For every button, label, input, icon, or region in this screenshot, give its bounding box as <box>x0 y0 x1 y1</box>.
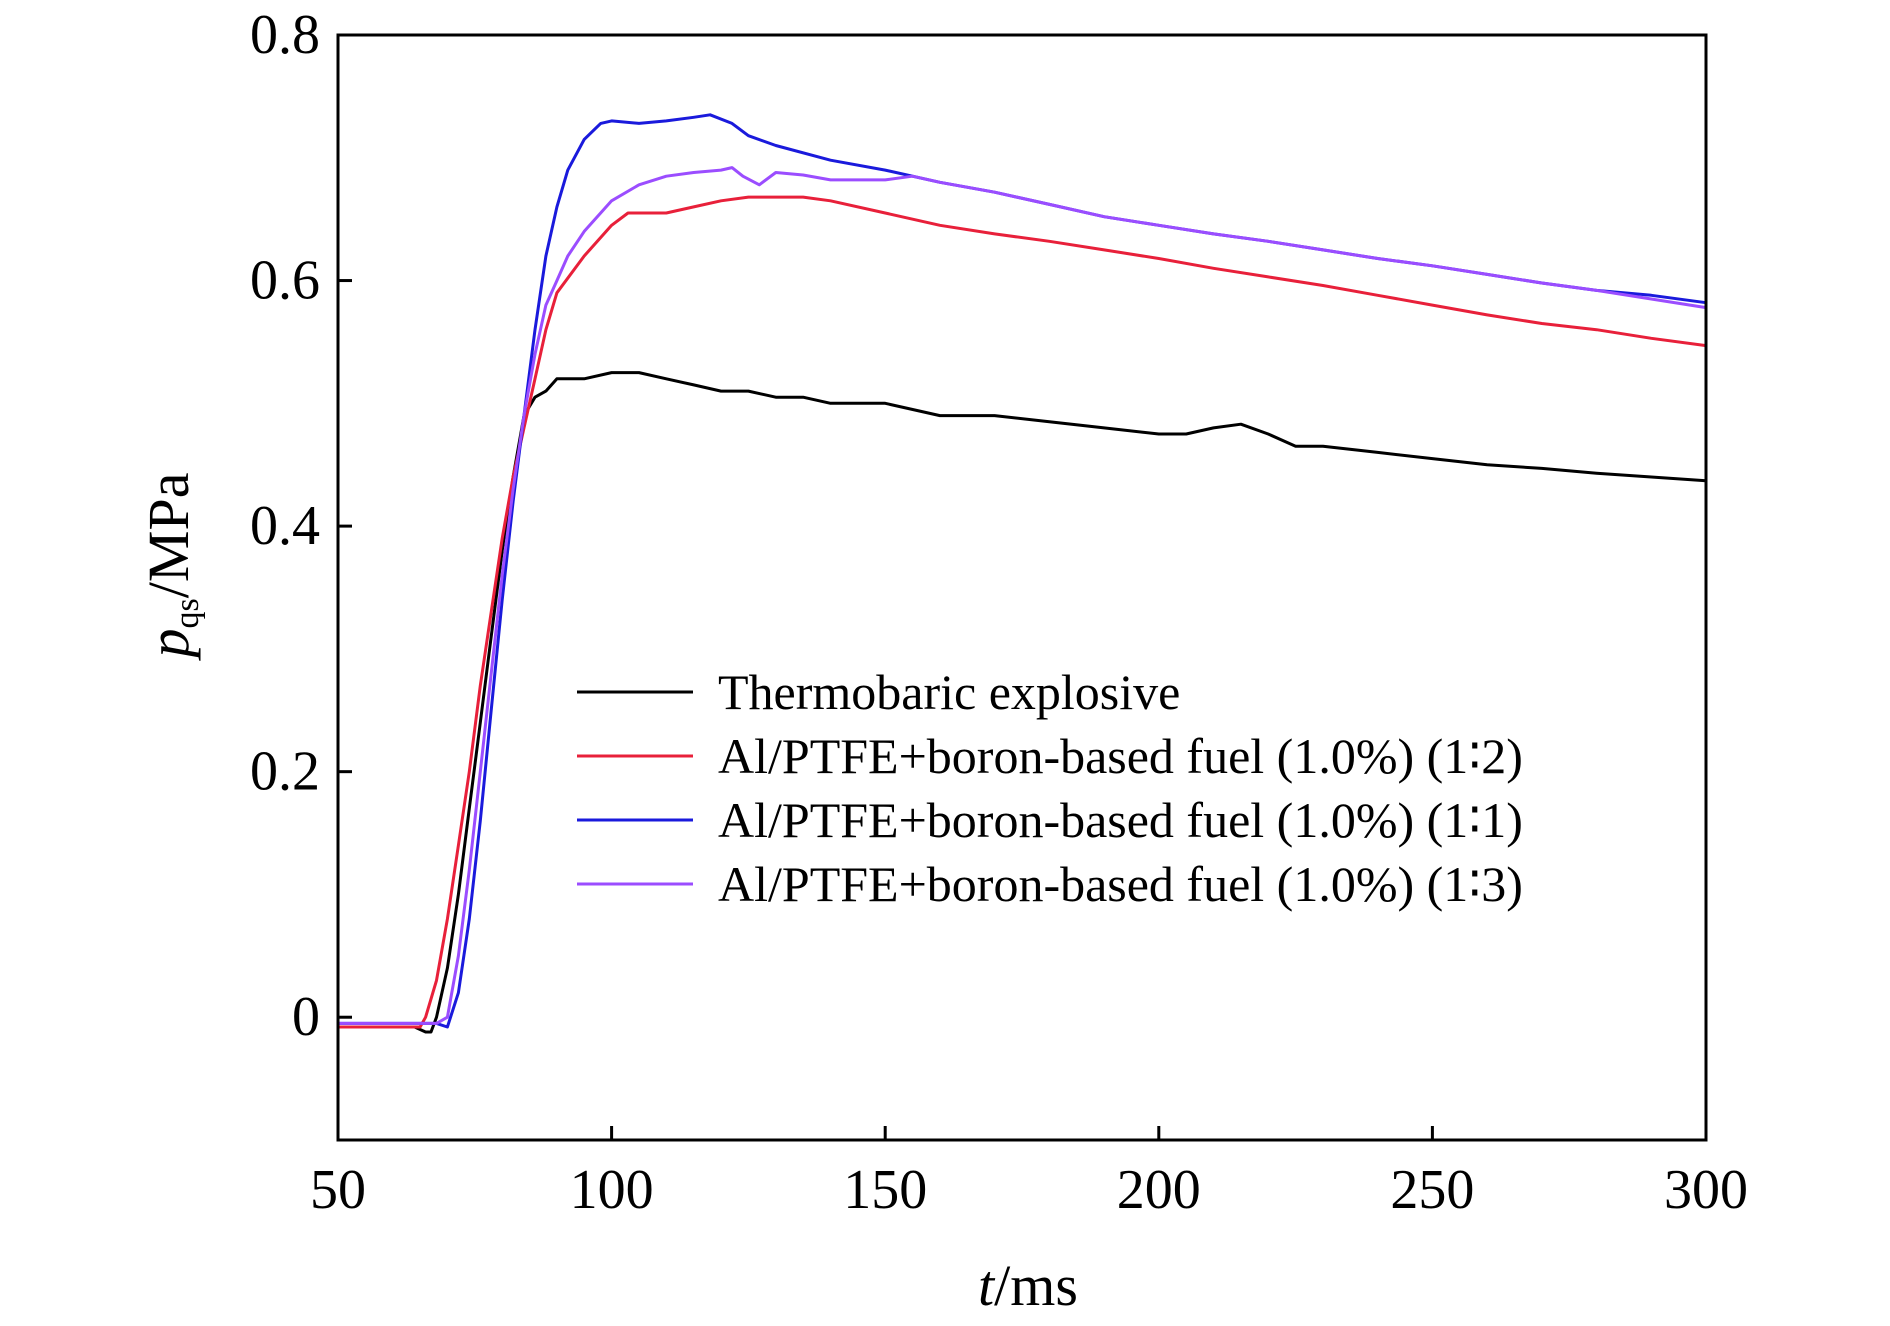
plot-area: 50 100 150 200 250 300 0 0.2 0.4 0.6 0.8 <box>250 4 1748 1221</box>
series-layer <box>338 113 1707 1034</box>
x-tick-label: 100 <box>570 1159 654 1221</box>
legend: Thermobaric explosive Al/PTFE+boron-based… <box>577 664 1523 912</box>
x-tick-label: 50 <box>310 1159 366 1221</box>
legend-label-1: Thermobaric explosive <box>718 664 1180 720</box>
y-axis-label: pqs/MPa <box>136 473 206 662</box>
ticks-layer: 50 100 150 200 250 300 0 0.2 0.4 0.6 0.8 <box>250 4 1748 1221</box>
series-line-2 <box>338 195 1707 1029</box>
x-axis-label: t/ms <box>978 1253 1078 1318</box>
y-tick-label: 0.6 <box>250 250 320 312</box>
plot-frame <box>336 33 1708 1142</box>
legend-label-2: Al/PTFE+boron-based fuel (1.0%) (1∶2) <box>718 728 1523 784</box>
x-tick-label: 150 <box>843 1159 927 1221</box>
series-line-4 <box>338 166 1707 1025</box>
x-tick-label: 250 <box>1390 1159 1474 1221</box>
y-tick-label: 0 <box>292 986 320 1048</box>
y-tick-label: 0.4 <box>250 495 320 557</box>
legend-label-3: Al/PTFE+boron-based fuel (1.0%) (1∶1) <box>718 792 1523 848</box>
legend-label-4: Al/PTFE+boron-based fuel (1.0%) (1∶3) <box>718 856 1523 912</box>
y-tick-label: 0.2 <box>250 741 320 803</box>
y-tick-label: 0.8 <box>250 4 320 66</box>
series-line-1 <box>338 371 1707 1034</box>
x-tick-label: 300 <box>1664 1159 1748 1221</box>
x-tick-label: 200 <box>1117 1159 1201 1221</box>
